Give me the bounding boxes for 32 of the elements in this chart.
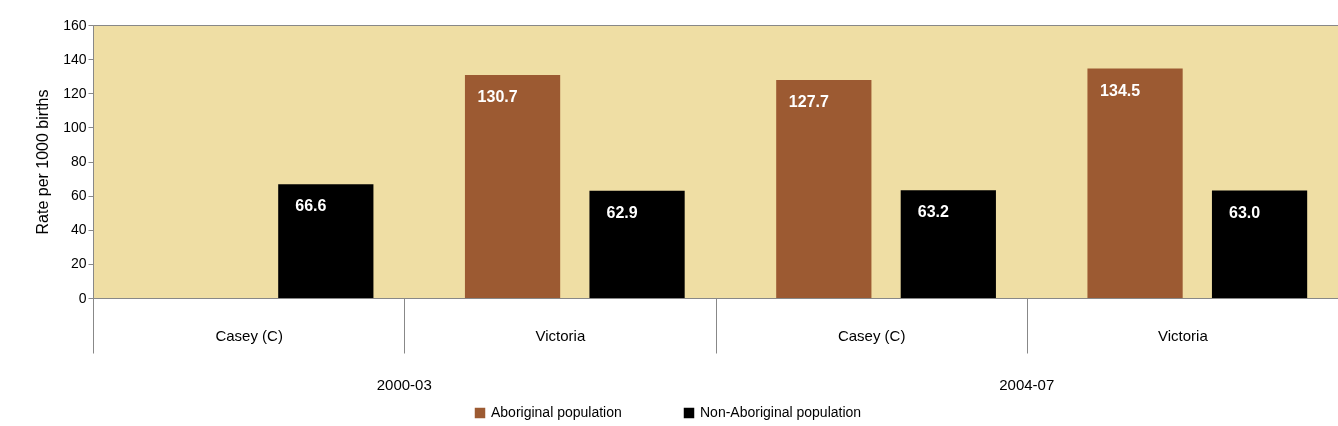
y-tick-label: 60 (70, 187, 87, 204)
legend-label: Non-Aboriginal population (700, 404, 862, 420)
text: 2004-07 (999, 376, 1055, 393)
y-tick-label: 160 (63, 16, 87, 33)
bar (776, 80, 872, 298)
y-tick-label: 120 (63, 84, 87, 101)
x-tick-label: Casey (C) (215, 326, 283, 344)
bar (1211, 190, 1308, 298)
data-label: 66.6 (295, 197, 327, 215)
y-tick-label: 80 (70, 153, 87, 169)
x-tick-label: Victoria (1158, 326, 1209, 344)
y-tick-label: 0 (78, 289, 87, 306)
data-label: 62.9 (606, 203, 638, 221)
y-tick-label: 40 (70, 221, 87, 238)
bar (278, 184, 374, 298)
text: 2000-03 (376, 376, 432, 393)
data-label: 63.0 (1229, 203, 1261, 221)
bar (589, 190, 685, 298)
data-label: 63.2 (917, 203, 950, 221)
data-label: 134.5 (1100, 81, 1141, 99)
bar (464, 74, 561, 298)
data-label: 127.7 (788, 93, 829, 111)
y-tick-label: 100 (63, 118, 87, 135)
x-tick-label: Casey (C) (837, 326, 906, 344)
legend-label: Aboriginal population (491, 404, 622, 420)
data-label: 130.7 (477, 87, 518, 105)
bar (900, 190, 996, 298)
x-tick-label: Victoria (535, 326, 586, 344)
y-tick-label: 20 (70, 255, 87, 272)
y-axis-title: Rate per 1000 births (34, 89, 52, 235)
y-tick-label: 140 (63, 50, 87, 67)
bar (1087, 68, 1183, 298)
